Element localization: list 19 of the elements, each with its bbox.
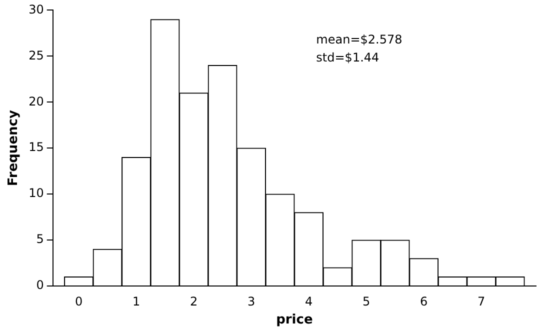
x-tick-label: 1 [132,294,140,308]
y-tick-label: 30 [28,2,44,16]
y-tick-label: 0 [36,278,44,292]
x-tick-label: 4 [304,294,313,308]
x-axis-title: price [276,312,313,328]
x-tick-label: 7 [478,294,486,308]
y-tick-label: 5 [36,232,44,246]
y-tick-label: 20 [28,94,44,108]
x-tick-label: 3 [247,294,256,308]
y-tick-label: 15 [28,140,44,154]
y-axis-title: Frequency [6,110,22,186]
x-tick-label: 0 [74,294,83,308]
annotation: mean=$2.578 [316,32,402,46]
y-tick-label: 10 [28,186,44,200]
x-tick-label: 2 [190,294,198,308]
annotation: std=$1.44 [316,50,380,64]
x-tick-label: 6 [420,294,428,308]
x-tick-label: 5 [362,294,370,308]
y-tick-label: 25 [28,48,44,62]
